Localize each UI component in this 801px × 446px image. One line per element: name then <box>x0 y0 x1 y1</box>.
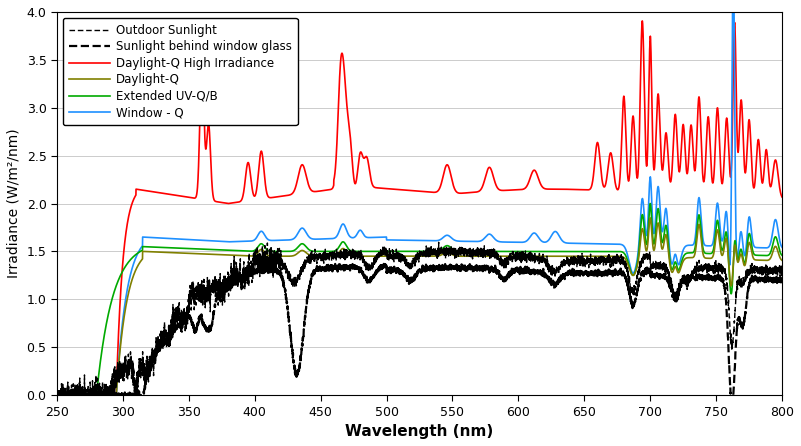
Outdoor Sunlight <box>434 240 444 245</box>
Daylight-Q High Irradiance <box>777 194 787 200</box>
Sunlight behind window glass <box>335 260 344 265</box>
Daylight-Q <box>195 251 205 256</box>
Legend: Outdoor Sunlight, Sunlight behind window glass, Daylight-Q High Irradiance, Dayl: Outdoor Sunlight, Sunlight behind window… <box>62 18 298 125</box>
Outdoor Sunlight <box>272 258 281 263</box>
Sunlight behind window glass <box>52 392 62 398</box>
Daylight-Q <box>87 392 96 398</box>
Extended UV-Q/B <box>87 392 96 398</box>
Daylight-Q High Irradiance <box>638 18 647 24</box>
X-axis label: Wavelength (nm): Wavelength (nm) <box>345 424 493 439</box>
Daylight-Q <box>52 392 62 398</box>
Sunlight behind window glass <box>195 314 205 319</box>
Sunlight behind window glass <box>687 274 697 279</box>
Daylight-Q <box>646 215 655 220</box>
Window - Q <box>687 243 697 248</box>
Sunlight behind window glass <box>340 268 350 273</box>
Line: Extended UV-Q/B: Extended UV-Q/B <box>57 203 782 395</box>
Window - Q <box>777 244 787 250</box>
Sunlight behind window glass <box>777 278 787 283</box>
Outdoor Sunlight <box>340 257 350 262</box>
Outdoor Sunlight <box>87 392 97 398</box>
Line: Daylight-Q High Irradiance: Daylight-Q High Irradiance <box>57 21 782 395</box>
Extended UV-Q/B <box>52 392 62 398</box>
Daylight-Q High Irradiance <box>702 122 712 128</box>
Outdoor Sunlight <box>702 263 712 268</box>
Daylight-Q High Irradiance <box>87 392 96 398</box>
Extended UV-Q/B <box>687 250 697 256</box>
Line: Outdoor Sunlight: Outdoor Sunlight <box>57 242 782 395</box>
Extended UV-Q/B <box>777 253 787 258</box>
Y-axis label: Irradiance (W/m²/nm): Irradiance (W/m²/nm) <box>7 129 21 278</box>
Extended UV-Q/B <box>702 251 712 256</box>
Outdoor Sunlight <box>53 392 62 398</box>
Outdoor Sunlight <box>196 293 206 299</box>
Sunlight behind window glass <box>87 392 96 398</box>
Window - Q <box>271 238 280 243</box>
Outdoor Sunlight <box>52 387 62 392</box>
Window - Q <box>702 243 712 248</box>
Daylight-Q High Irradiance <box>687 129 697 134</box>
Outdoor Sunlight <box>777 264 787 269</box>
Extended UV-Q/B <box>195 247 205 252</box>
Outdoor Sunlight <box>687 273 697 279</box>
Window - Q <box>87 392 96 398</box>
Daylight-Q <box>702 256 712 261</box>
Daylight-Q <box>777 258 787 263</box>
Daylight-Q High Irradiance <box>195 86 205 91</box>
Sunlight behind window glass <box>702 273 712 278</box>
Daylight-Q High Irradiance <box>340 74 349 80</box>
Daylight-Q <box>271 253 280 259</box>
Daylight-Q High Irradiance <box>271 194 280 200</box>
Window - Q <box>52 392 62 398</box>
Daylight-Q High Irradiance <box>52 392 62 398</box>
Extended UV-Q/B <box>340 240 349 246</box>
Extended UV-Q/B <box>271 249 280 254</box>
Line: Sunlight behind window glass: Sunlight behind window glass <box>57 263 782 395</box>
Line: Daylight-Q: Daylight-Q <box>57 218 782 395</box>
Daylight-Q <box>687 255 697 260</box>
Sunlight behind window glass <box>271 267 280 273</box>
Daylight-Q <box>340 247 349 252</box>
Window - Q <box>195 238 205 243</box>
Line: Window - Q: Window - Q <box>57 0 782 395</box>
Window - Q <box>340 223 349 228</box>
Extended UV-Q/B <box>646 201 655 206</box>
